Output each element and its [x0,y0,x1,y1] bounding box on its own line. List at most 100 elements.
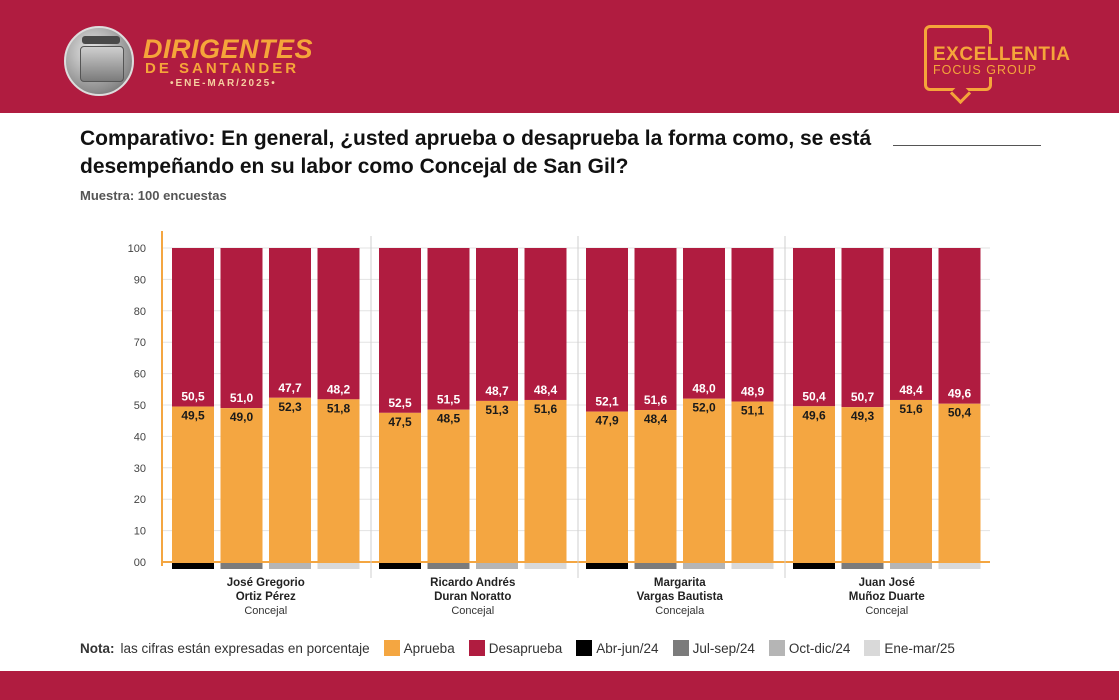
data-label-desaprueba: 48,2 [327,382,351,396]
data-label-desaprueba: 52,5 [388,396,412,410]
bar-aprueba [683,398,725,562]
bar-desaprueba [524,248,567,400]
bar-desaprueba [683,248,725,399]
data-label-aprueba: 50,4 [948,406,972,420]
legend-swatch-desaprueba [468,640,485,656]
y-tick-label: 10 [134,526,146,538]
bar-desaprueba [634,248,677,411]
legend-label-jul-sep-24: Jul-sep/24 [692,640,755,656]
data-label-aprueba: 49,3 [851,409,875,423]
period-marker [731,563,774,569]
period-marker [172,563,214,569]
data-label-desaprueba: 52,1 [595,395,619,409]
legend-item-oct-dic-24: Oct-dic/24 [768,640,851,656]
bar-aprueba [476,400,518,562]
period-marker [220,563,263,569]
bar-desaprueba [379,248,421,413]
legend-swatch-aprueba [383,640,400,656]
legend-item-aprueba: Aprueba [383,640,455,656]
legend-item-jul-sep-24: Jul-sep/24 [672,640,755,656]
building-icon [80,46,124,82]
legend-swatch-ene-mar-25 [864,640,881,656]
bar-desaprueba [220,248,263,409]
data-label-aprueba: 51,8 [327,401,351,415]
bar-desaprueba [938,248,981,404]
data-label-aprueba: 51,3 [485,403,509,417]
data-label-aprueba: 47,5 [388,415,412,429]
footer-band [0,671,1119,700]
y-tick-label: 100 [128,243,146,255]
bar-aprueba [220,408,263,562]
legend-swatch-oct-dic-24 [768,640,785,656]
legend-swatch-jul-sep-24 [672,640,689,656]
data-label-aprueba: 48,4 [644,412,668,426]
bar-aprueba [427,409,470,562]
period-marker [634,563,677,569]
period-marker [841,563,884,569]
legend-label-oct-dic-24: Oct-dic/24 [788,640,851,656]
bar-aprueba [793,406,835,562]
period-marker [890,563,932,569]
period-marker [586,563,628,569]
data-label-desaprueba: 50,7 [851,390,875,404]
y-tick-label: 50 [134,400,146,412]
y-tick-label: 00 [134,557,146,569]
category-name-line1: José Gregorio [227,577,305,589]
data-label-desaprueba: 51,5 [437,393,461,407]
category-name-line1: Ricardo Andrés [430,577,515,589]
y-tick-label: 40 [134,431,146,443]
legend-swatch-abr-jun-24 [576,640,593,656]
period-marker [524,563,567,569]
bar-aprueba [524,399,567,562]
brand-subtitle: DE SANTANDER [145,60,300,77]
title-rule [893,145,1041,146]
period-marker [379,563,421,569]
category-name-line1: Juan José [859,577,915,589]
y-tick-label: 30 [134,463,146,475]
category-name-line1: Margarita [654,577,706,589]
category-role: Concejala [655,605,705,617]
y-tick-label: 70 [134,337,146,349]
bar-desaprueba [586,248,628,412]
category-role: Concejal [244,605,287,617]
data-label-desaprueba: 51,6 [644,393,668,407]
legend: Nota: las cifras están expresadas en por… [80,638,969,658]
data-label-desaprueba: 48,0 [692,382,716,396]
period-marker [476,563,518,569]
brand-title: DIRIGENTES [143,34,314,64]
category-name-line2: Muñoz Duarte [849,591,925,603]
period-marker [938,563,981,569]
bar-desaprueba [793,248,835,407]
period-marker [683,563,725,569]
data-label-desaprueba: 49,6 [948,387,972,401]
category-name-line2: Vargas Bautista [637,591,724,603]
data-label-aprueba: 48,5 [437,412,461,426]
y-tick-label: 90 [134,274,146,286]
data-label-desaprueba: 48,4 [899,383,923,397]
seal-banner [82,36,120,44]
brand-period: •ENE-MAR/2025• [170,78,277,89]
y-tick-label: 60 [134,369,146,381]
data-label-aprueba: 52,3 [278,400,302,414]
legend-item-abr-jun-24: Abr-jun/24 [576,640,659,656]
note-text: las cifras están expresadas en porcentaj… [120,640,370,656]
bar-desaprueba [841,248,884,408]
y-tick-label: 20 [134,494,146,506]
bar-aprueba [379,412,421,562]
bar-aprueba [586,411,628,562]
data-label-desaprueba: 51,0 [230,391,254,405]
period-marker [793,563,835,569]
data-label-desaprueba: 50,5 [181,390,205,404]
period-marker [427,563,470,569]
data-label-aprueba: 51,1 [741,404,765,418]
bar-desaprueba [317,248,360,400]
bar-desaprueba [731,248,774,402]
data-label-desaprueba: 48,9 [741,385,765,399]
data-label-aprueba: 49,0 [230,410,254,424]
data-label-desaprueba: 48,7 [485,384,509,398]
note-label: Nota: [80,640,115,656]
data-label-aprueba: 51,6 [899,402,923,416]
bar-desaprueba [890,248,932,400]
legend-item-ene-mar-25: Ene-mar/25 [864,640,955,656]
bar-aprueba [317,399,360,562]
